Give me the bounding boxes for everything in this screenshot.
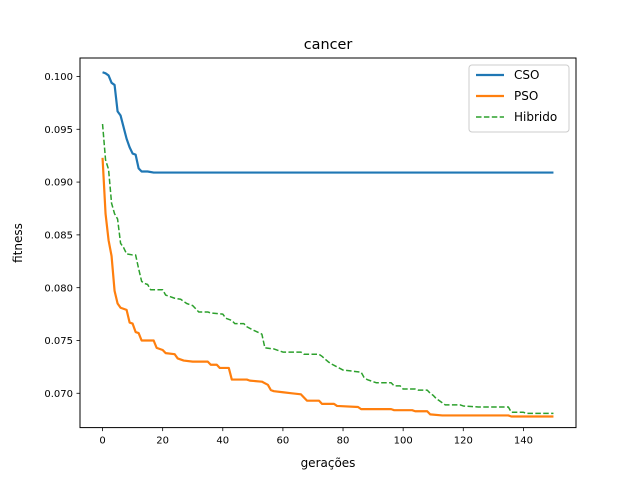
x-tick-label: 140 <box>514 436 533 447</box>
series-line-cso <box>102 71 554 174</box>
x-tick-label: 20 <box>156 436 169 447</box>
series-group <box>101 71 554 418</box>
x-axis-label: gerações <box>301 456 356 470</box>
series-line-hibrido <box>101 123 554 415</box>
y-tick-label: 0.075 <box>44 336 73 347</box>
y-tick-label: 0.090 <box>44 178 73 189</box>
legend-label-hibrido: Hibrido <box>514 110 557 124</box>
y-axis-label: fitness <box>11 223 25 263</box>
y-tick-label: 0.080 <box>44 283 73 294</box>
x-axis-ticks: 0 20 40 60 80 100 120 140 <box>99 427 533 447</box>
legend-box <box>468 64 570 133</box>
chart-title: cancer <box>304 37 353 53</box>
y-tick-label: 0.100 <box>44 72 73 83</box>
axes-frame <box>79 57 577 429</box>
x-tick-label: 40 <box>216 436 229 447</box>
legend-items: CSO PSO Hibrido <box>476 68 557 124</box>
y-axis-ticks: 0.070 0.075 0.080 0.085 0.090 0.095 0.100 <box>44 72 80 400</box>
y-tick-label: 0.070 <box>44 389 73 400</box>
x-tick-label: 0 <box>99 436 105 447</box>
x-tick-label: 60 <box>277 436 290 447</box>
series-line-pso <box>101 157 554 418</box>
y-tick-label: 0.085 <box>44 230 73 241</box>
x-tick-label: 100 <box>394 436 413 447</box>
x-tick-label: 120 <box>454 436 473 447</box>
legend-label-pso: PSO <box>514 89 538 103</box>
x-tick-label: 80 <box>337 436 350 447</box>
y-tick-label: 0.095 <box>44 125 73 136</box>
legend: CSO PSO Hibrido <box>468 64 570 133</box>
legend-label-cso: CSO <box>514 68 539 82</box>
